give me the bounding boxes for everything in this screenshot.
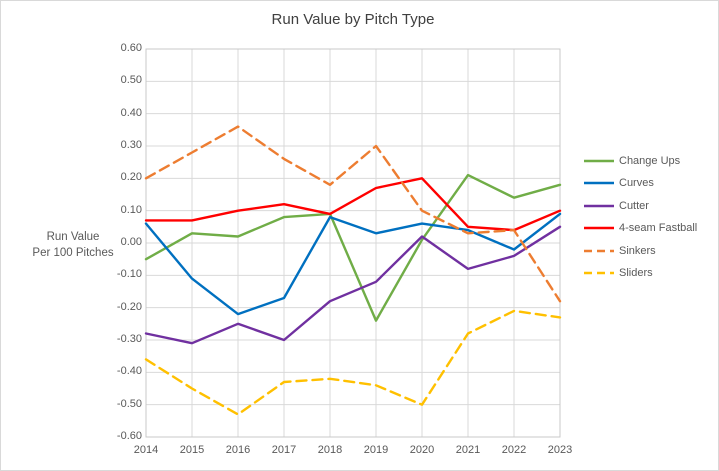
y-tick-label: 0.20 — [120, 171, 142, 184]
legend-item-label: Change Ups — [619, 155, 681, 167]
legend-line-icon — [584, 271, 614, 275]
plot-border — [145, 48, 561, 438]
series-4-seam-fastball — [144, 177, 562, 232]
y-tick-label: -0.50 — [116, 397, 142, 410]
series-line-change-ups — [144, 173, 562, 322]
series-change-ups — [144, 173, 562, 322]
legend-item-sliders: Sliders — [584, 265, 653, 281]
legend-item-label: 4-seam Fastball — [619, 222, 698, 235]
legend-item-sinkers: Sinkers — [584, 243, 656, 259]
series-sliders — [144, 309, 562, 416]
series-cutter — [144, 225, 562, 345]
legend-line-icon — [584, 204, 614, 207]
x-tick-label: 2019 — [363, 444, 389, 456]
y-axis-title: Run Value Per 100 Pitches — [13, 229, 133, 261]
legend-line-icon — [584, 182, 614, 185]
y-tick-label: -0.20 — [116, 300, 142, 313]
x-tick-label: 2020 — [409, 444, 435, 456]
series-sinkers — [144, 125, 562, 303]
legend-item-label: Sinkers — [619, 244, 656, 257]
y-tick-label: 0.50 — [120, 74, 142, 87]
y-axis-title-line2: Per 100 Pitches — [32, 247, 114, 259]
y-tick-label: 0.00 — [120, 236, 142, 248]
y-axis-title-line1: Run Value — [46, 231, 100, 243]
legend-line-icon — [584, 226, 614, 230]
legend-line-icon — [584, 159, 614, 163]
legend: Change Ups Curves Cutter 4-seam Fastball Sin… — [584, 1, 718, 470]
chart-title: Run Value by Pitch Type — [271, 11, 435, 28]
y-tick-label: -0.10 — [116, 268, 142, 281]
series-curves — [144, 212, 562, 316]
x-tick-label: 2022 — [501, 444, 527, 456]
y-tick-label: -0.30 — [116, 333, 142, 345]
legend-item-cutter: Cutter — [584, 198, 649, 214]
legend-line-icon — [584, 249, 614, 252]
legend-item-change-ups: Change Ups — [584, 153, 680, 169]
legend-item-curves: Curves — [584, 175, 654, 191]
series-line-sinkers — [144, 125, 562, 303]
legend-item-4-seam-fastball: 4-seam Fastball — [584, 220, 697, 236]
y-tick-label: -0.40 — [116, 365, 142, 378]
series-line-curves — [144, 212, 562, 316]
x-tick-label: 2018 — [317, 444, 343, 456]
legend-item-label: Sliders — [619, 267, 653, 279]
legend-item-label: Cutter — [619, 199, 649, 212]
legend-item-label: Curves — [619, 177, 654, 190]
y-tick-label: 0.60 — [120, 42, 142, 54]
y-tick-label: -0.60 — [116, 430, 142, 442]
series-line-sliders — [144, 309, 562, 416]
series-line-4-seam-fastball — [144, 177, 562, 232]
y-tick-label: 0.10 — [120, 203, 142, 216]
y-tick-label: 0.30 — [120, 139, 142, 151]
x-tick-label: 2023 — [547, 444, 573, 456]
y-tick-label: 0.40 — [120, 106, 142, 119]
series-line-cutter — [144, 225, 562, 345]
x-tick-label: 2021 — [455, 444, 481, 456]
x-tick-label: 2016 — [225, 444, 251, 456]
x-tick-label: 2017 — [271, 444, 297, 456]
x-tick-label: 2014 — [133, 444, 159, 456]
x-tick-label: 2015 — [179, 444, 205, 456]
